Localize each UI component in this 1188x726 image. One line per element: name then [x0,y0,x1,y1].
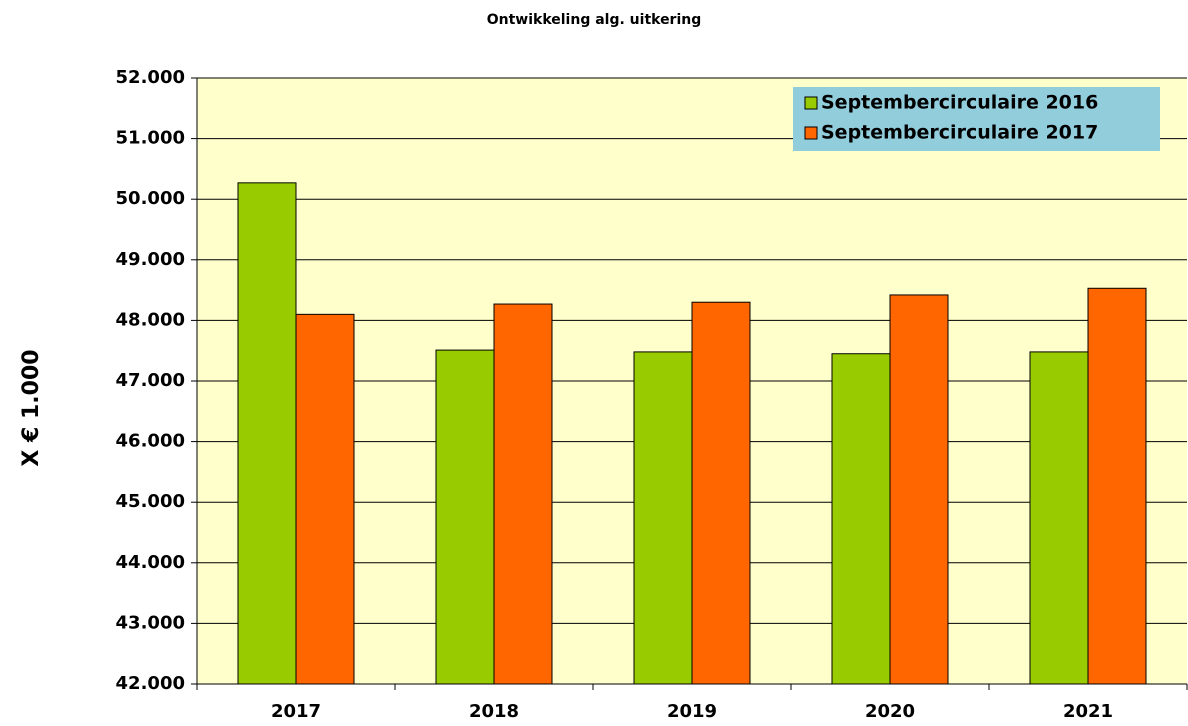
y-tick-label: 44.000 [116,552,185,573]
bar [493,303,553,685]
x-tick-label: 2019 [667,701,717,722]
legend-swatch [804,126,818,140]
y-tick-label: 47.000 [116,370,185,391]
chart-title: Ontwikkeling alg. uitkering [487,12,702,28]
y-axis-label: X € 1.000 [19,349,44,466]
x-tick-label: 2021 [1063,701,1113,722]
bar [1029,351,1089,685]
bar [295,313,355,685]
bar [435,349,495,685]
x-tick-label: 2017 [271,701,321,722]
bar [831,353,891,685]
bar [889,294,949,685]
y-tick-label: 50.000 [116,188,185,209]
legend-label: Septembercirculaire 2016 [821,92,1098,114]
legend-swatch [804,96,818,110]
y-tick-label: 46.000 [116,431,185,452]
y-tick-label: 45.000 [116,491,185,512]
y-tick-label: 49.000 [116,249,185,270]
bar [1087,287,1147,685]
legend-label: Septembercirculaire 2017 [821,122,1098,144]
y-tick-label: 52.000 [116,67,185,88]
legend-box [793,87,1160,151]
x-tick-label: 2020 [865,701,915,722]
y-tick-label: 42.000 [116,673,185,694]
bar [691,301,751,685]
x-tick-label: 2018 [469,701,519,722]
y-tick-label: 48.000 [116,309,185,330]
bar [633,351,693,685]
y-tick-label: 51.000 [116,128,185,149]
y-tick-label: 43.000 [116,612,185,633]
bar [237,182,297,685]
